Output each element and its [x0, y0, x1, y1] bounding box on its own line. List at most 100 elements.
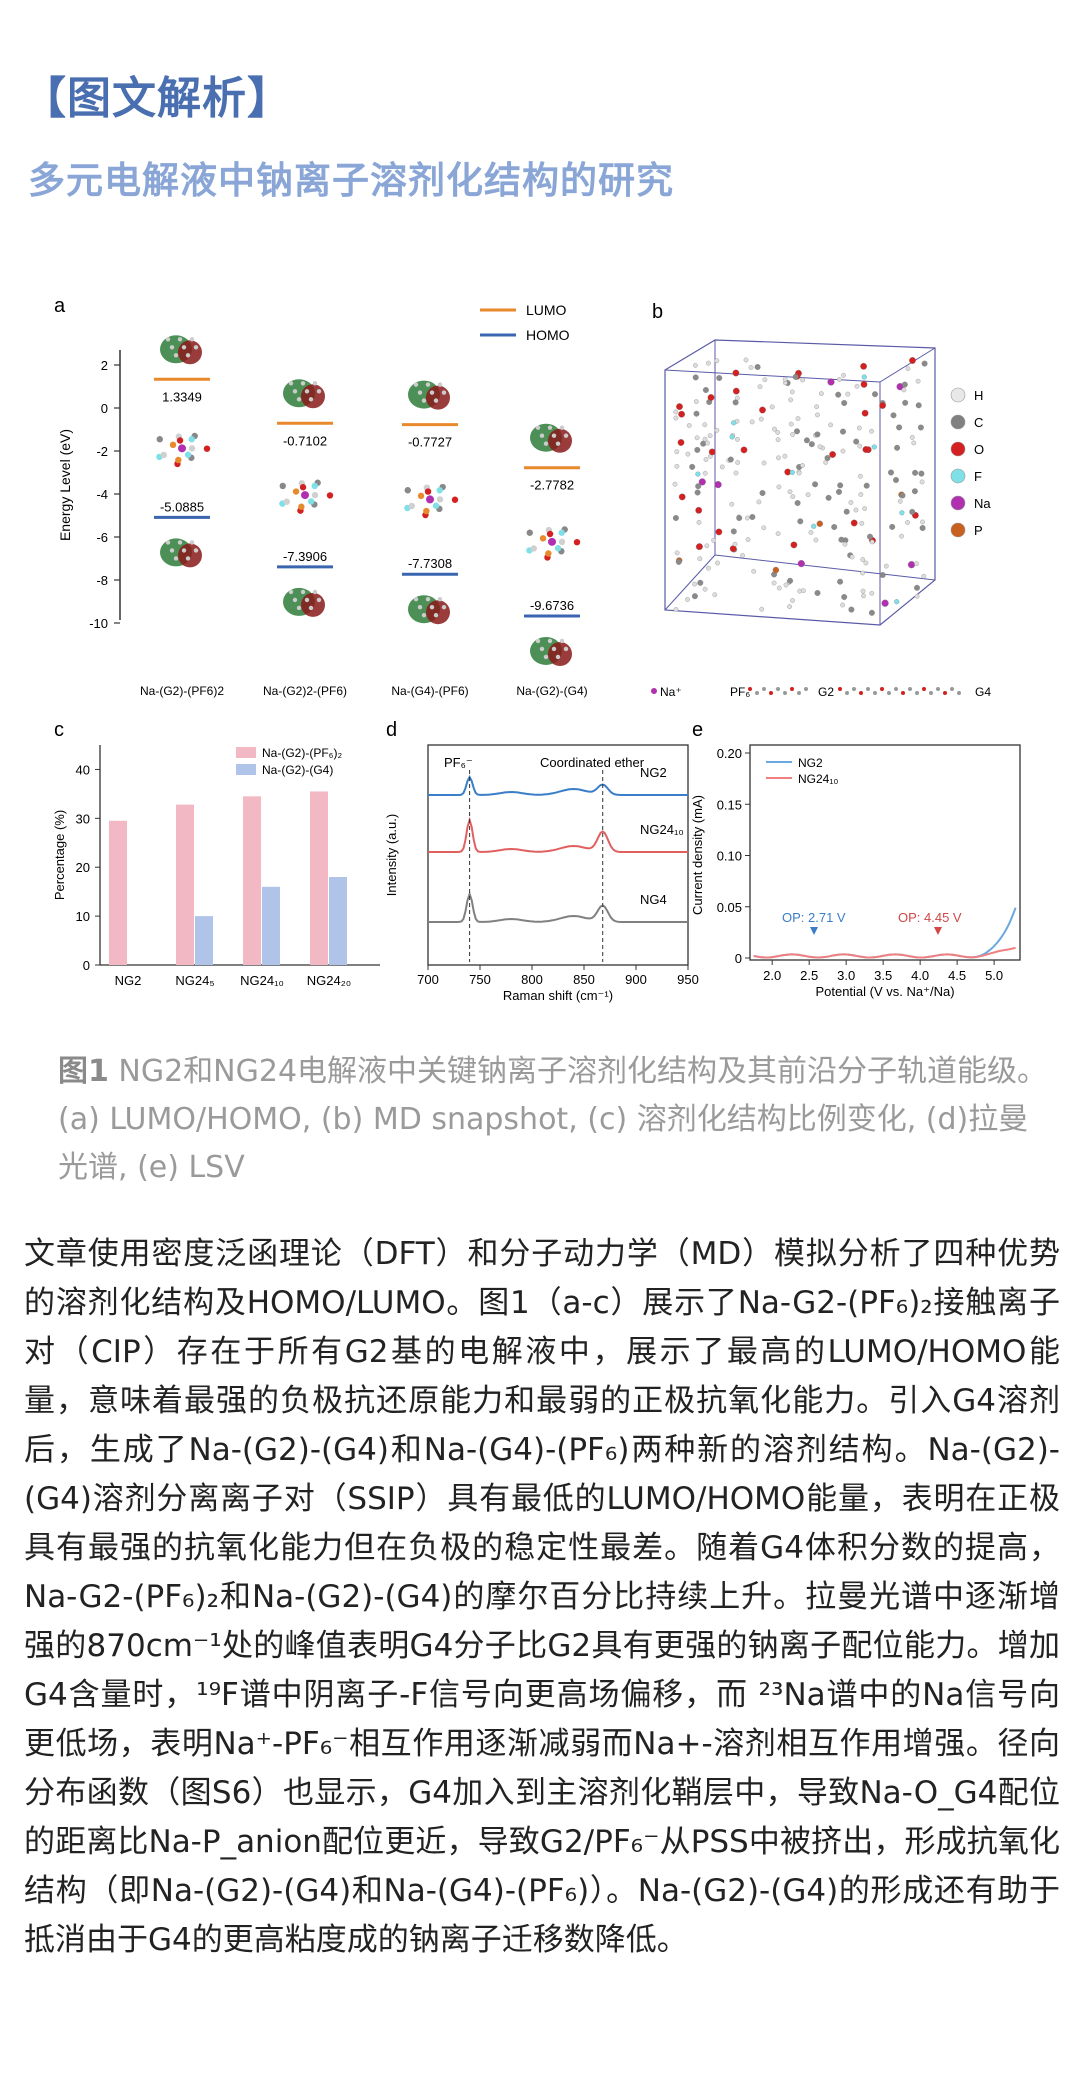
chain-atom	[950, 687, 954, 691]
md-atom	[914, 593, 920, 599]
md-atom	[848, 500, 854, 505]
md-atom	[905, 366, 911, 371]
figure-1: a 2 0 -2 -4 -6 -8 -10 Energy Level (eV) LUMO H…	[40, 290, 1060, 1010]
panel-c-ylabel: Percentage (%)	[52, 810, 67, 900]
panel-d-xtick-label: 950	[677, 972, 699, 987]
md-atom	[674, 449, 680, 455]
atom-legend-marker	[950, 468, 966, 484]
md-atom	[869, 428, 874, 434]
md-atom	[860, 381, 868, 388]
md-atom	[672, 515, 679, 521]
md-atom	[842, 541, 848, 547]
md-atom	[706, 360, 711, 366]
onset-ng2: OP: 2.71 V	[782, 910, 846, 925]
md-atom	[775, 437, 781, 443]
md-atom	[735, 460, 741, 465]
md-atom	[702, 422, 708, 428]
md-atom	[862, 506, 867, 511]
md-atom	[843, 508, 850, 515]
onset-ng24: OP: 4.45 V	[898, 910, 962, 925]
md-atom	[796, 470, 802, 476]
md-atom	[740, 553, 745, 558]
panel-c-ytick-label: 20	[76, 860, 90, 875]
md-atom	[792, 373, 799, 380]
panel-d-xtick-label: 850	[573, 972, 595, 987]
md-atom	[829, 451, 836, 458]
md-atom	[794, 428, 800, 435]
md-atom	[702, 436, 708, 442]
article-body: 文章使用密度泛函理论（DFT）和分子动力学（MD）模拟分析了四种优势的溶剂化结构…	[24, 1230, 1060, 1965]
chain-atom	[859, 691, 863, 695]
md-atom	[854, 383, 860, 389]
structure-name: Na-(G4)-(PF6)	[391, 684, 468, 698]
md-atom	[693, 399, 699, 404]
panel-e-xtick-label: 2.5	[800, 968, 818, 983]
md-atom	[729, 501, 735, 507]
chain-atom	[797, 691, 801, 695]
md-atom	[790, 541, 798, 549]
raman-spectrum	[428, 774, 688, 796]
md-atom	[711, 537, 716, 543]
md-atom	[782, 453, 788, 459]
chain-atom	[943, 691, 947, 695]
panel-a-ytick-label: 0	[101, 401, 108, 416]
chain-atom	[873, 691, 877, 695]
md-atom	[707, 433, 713, 439]
md-atom	[816, 520, 823, 527]
md-atom	[901, 381, 908, 388]
md-atom	[673, 607, 679, 612]
md-atom	[890, 412, 897, 419]
md-atom	[702, 470, 708, 476]
panel-a-ytick-label: -8	[96, 573, 108, 588]
md-atom	[861, 593, 866, 599]
md-atom	[719, 464, 725, 470]
md-atom	[907, 561, 916, 569]
md-atom	[915, 402, 922, 409]
md-atom	[859, 520, 865, 526]
md-atom	[808, 441, 815, 448]
md-atom	[730, 528, 737, 535]
orbital-isosurface	[160, 538, 202, 568]
md-atom	[743, 357, 749, 363]
panel-a-ytick-label: -10	[89, 616, 108, 631]
species-label: PF₆	[730, 685, 750, 699]
md-atom	[674, 463, 680, 469]
md-atom	[673, 415, 679, 421]
atom-legend-label: P	[974, 523, 983, 538]
md-atom	[814, 404, 819, 410]
md-atom	[697, 579, 704, 586]
bar	[109, 820, 127, 965]
orbital-isosurface	[408, 380, 450, 410]
structure-name: Na-(G2)2-(PF6)	[263, 684, 347, 698]
chain-atom	[929, 691, 933, 695]
panel-label-a: a	[54, 295, 66, 317]
body-paragraph: 文章使用密度泛函理论（DFT）和分子动力学（MD）模拟分析了四种优势的溶剂化结构…	[24, 1236, 1060, 1958]
md-atom	[772, 426, 777, 432]
md-atom	[899, 492, 906, 499]
species-label: G2	[818, 685, 834, 699]
md-atom	[761, 525, 767, 531]
molecule-structure	[526, 526, 581, 561]
md-atom	[797, 560, 805, 568]
md-atom	[686, 423, 692, 428]
md-atom	[769, 404, 775, 410]
panel-label-e: e	[692, 719, 703, 741]
md-atom	[863, 560, 869, 566]
md-atom	[789, 389, 795, 395]
panel-d-xtick-label: 750	[469, 972, 491, 987]
lumo-value: -0.7727	[408, 435, 452, 450]
legend-lumo: LUMO	[526, 302, 567, 318]
panel-d-xtick-label: 900	[625, 972, 647, 987]
lsv-curve	[753, 946, 1016, 959]
panel-e-xtick-label: 3.5	[874, 968, 892, 983]
md-atom	[729, 434, 735, 440]
legend-homo: HOMO	[526, 327, 570, 343]
panel-c-ytick-label: 10	[76, 909, 90, 924]
md-atom	[691, 593, 698, 600]
md-atom	[871, 444, 877, 450]
md-atom	[918, 470, 925, 477]
panel-label-d: d	[386, 719, 397, 741]
md-atom	[748, 365, 754, 370]
md-atom	[860, 588, 866, 594]
md-atom	[692, 581, 697, 587]
